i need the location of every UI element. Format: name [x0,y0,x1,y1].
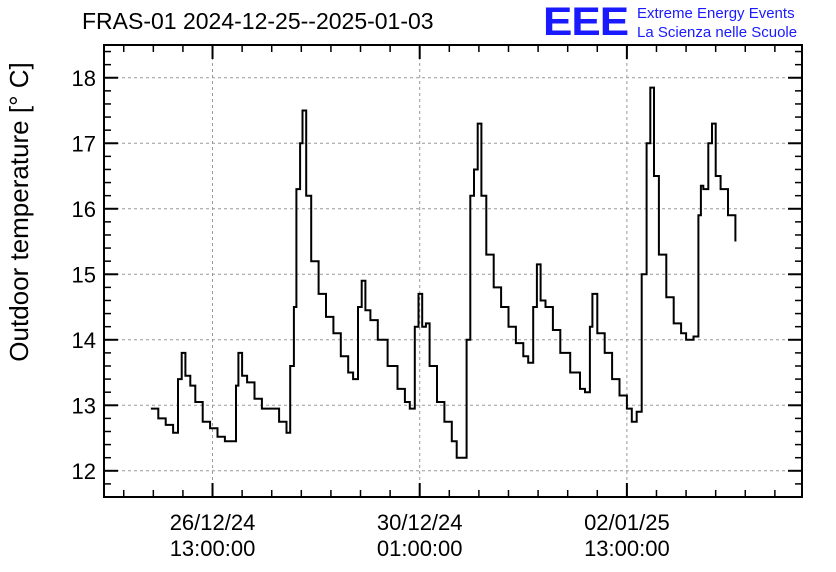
x-tick-label-date: 02/01/25 [584,510,670,535]
y-tick-label: 12 [72,459,96,484]
temperature-series-line [150,86,737,459]
y-tick-label: 18 [72,66,96,91]
y-tick-label: 17 [72,131,96,156]
tick-labels: 1213141516171826/12/2413:00:0030/12/2401… [72,66,670,561]
y-axis-label: Outdoor temperature [° C] [4,62,34,361]
organization-line-1: Extreme Energy Events [637,5,795,22]
eee-logo: EEE [543,0,629,45]
y-tick-label: 14 [72,328,96,353]
x-tick-label-date: 30/12/24 [377,510,463,535]
grid [104,45,802,497]
y-tick-label: 16 [72,197,96,222]
axis-ticks [104,45,802,498]
y-tick-label: 13 [72,393,96,418]
organization-line-2: La Scienza nelle Scuole [637,24,798,41]
x-tick-label-time: 13:00:00 [170,536,256,561]
x-tick-label-time: 01:00:00 [377,536,463,561]
chart-title: FRAS-01 2024-12-25--2025-01-03 [82,8,434,34]
organization-name: Extreme Energy Events La Scienza nelle S… [637,4,797,42]
y-tick-label: 15 [72,262,96,287]
x-tick-label-time: 13:00:00 [584,536,670,561]
x-tick-label-date: 26/12/24 [170,510,256,535]
plot-frame [103,44,803,498]
